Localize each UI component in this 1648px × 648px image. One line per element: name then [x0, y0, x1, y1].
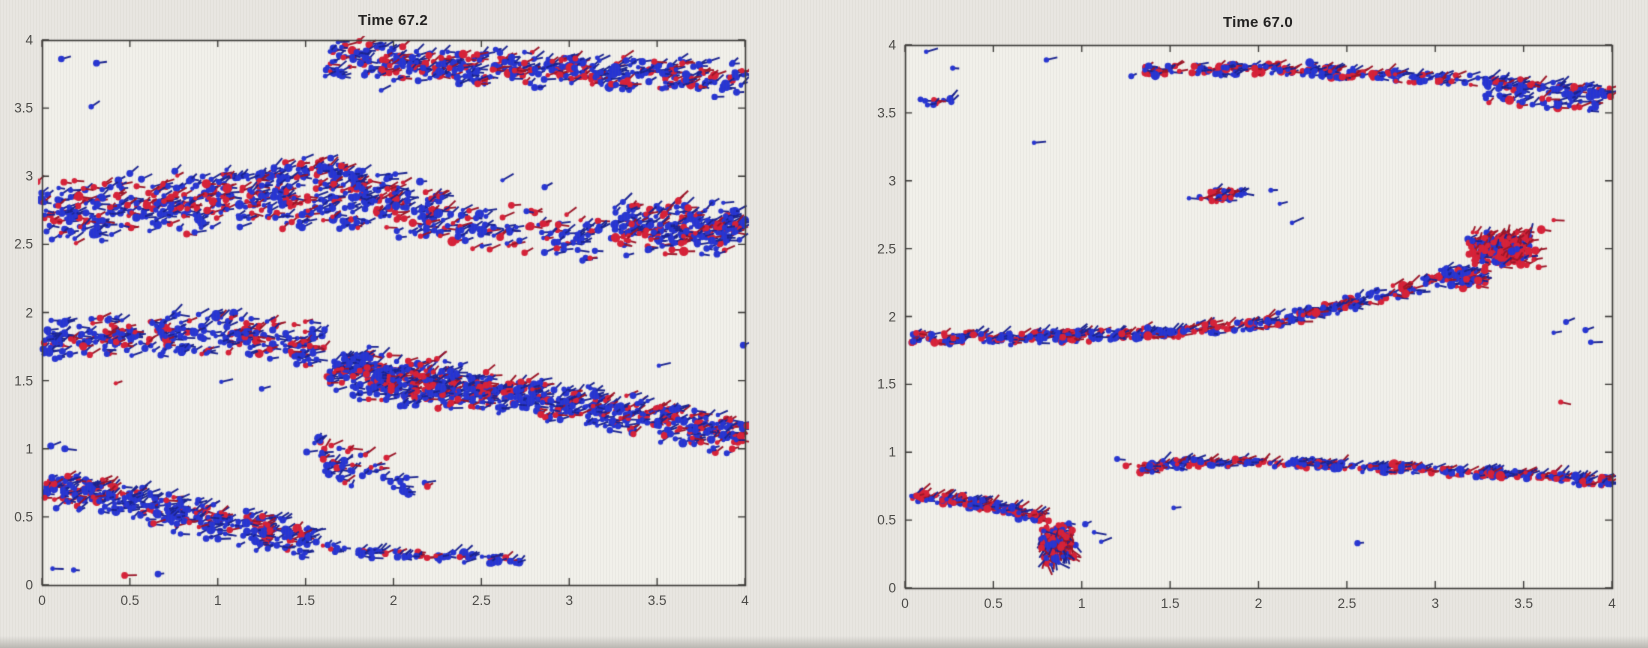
x-tick-label: 1.5: [296, 593, 316, 608]
y-tick-label: 0.5: [14, 509, 33, 525]
y-tick-label: 0: [25, 577, 33, 593]
x-tick-label: 2: [1254, 596, 1263, 611]
x-tick-label: 1.5: [1160, 596, 1180, 611]
x-tick-label: 0.5: [983, 596, 1003, 611]
left-plot-title: Time 67.2: [358, 12, 428, 29]
y-tick-label: 2.5: [14, 236, 33, 252]
y-tick-label: 2.5: [877, 241, 896, 257]
x-tick-label: 2: [389, 593, 398, 608]
y-tick-label: 4: [888, 37, 896, 53]
y-tick-label: 3: [888, 173, 896, 189]
y-tick-label: 3.5: [877, 105, 896, 121]
y-tick-label: 3.5: [14, 100, 33, 116]
right-plot-title: Time 67.0: [1223, 14, 1293, 31]
x-tick-label: 0.5: [120, 593, 140, 608]
y-tick-label: 2: [25, 305, 33, 320]
x-tick-label: 4: [1608, 596, 1616, 611]
y-tick-label: 4: [25, 32, 33, 48]
x-tick-label: 0: [901, 596, 909, 611]
y-tick-label: 1: [25, 441, 33, 457]
x-tick-label: 1: [1077, 596, 1086, 611]
x-tick-label: 1: [213, 593, 222, 608]
y-tick-label: 1.5: [877, 376, 896, 392]
x-tick-label: 0: [38, 593, 46, 608]
x-tick-label: 3.5: [647, 593, 667, 608]
photo-bottom-edge: [0, 636, 1648, 648]
x-tick-label: 3: [565, 593, 574, 608]
x-tick-label: 3: [1431, 596, 1440, 611]
x-tick-label: 3.5: [1514, 596, 1534, 611]
x-tick-label: 2.5: [471, 593, 491, 608]
y-tick-label: 0.5: [877, 512, 896, 528]
x-tick-label: 4: [741, 593, 749, 608]
y-tick-label: 0: [888, 580, 896, 596]
y-tick-label: 1: [888, 444, 896, 460]
y-tick-label: 3: [25, 168, 33, 184]
x-tick-label: 2.5: [1337, 596, 1357, 611]
y-tick-label: 1.5: [14, 373, 33, 389]
y-tick-label: 2: [888, 309, 896, 324]
